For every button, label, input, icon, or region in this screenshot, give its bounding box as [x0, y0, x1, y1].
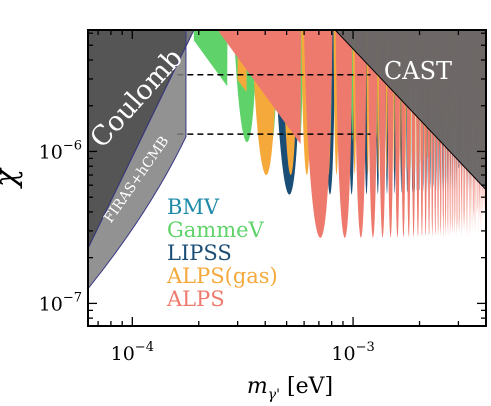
legend-item-gammev: GammeV — [167, 218, 265, 242]
x-tick-label: 10−3 — [331, 340, 374, 365]
y-tick-label: 10−6 — [39, 138, 82, 163]
exclusion-regions — [88, 30, 486, 290]
y-tick-label: 10−7 — [39, 290, 82, 315]
axis-labels: χ mγ' [eV] — [0, 167, 333, 403]
y-axis-label: χ — [0, 167, 24, 189]
x-axis-label: mγ' [eV] — [247, 374, 333, 403]
region-cast — [334, 30, 486, 191]
legend-item-lipss: LIPSS — [167, 241, 232, 265]
legend-item-alpsgas: ALPS(gas) — [166, 264, 278, 288]
x-tick-label: 10−4 — [111, 340, 154, 365]
label-cast: CAST — [384, 57, 452, 85]
legend-item-alps: ALPS — [166, 287, 225, 311]
axis-ticks: 10−4 10−3 10−7 10−6 — [39, 30, 487, 365]
region-firas-hcmb — [88, 30, 195, 290]
legend-item-bmv: BMV — [167, 195, 220, 219]
